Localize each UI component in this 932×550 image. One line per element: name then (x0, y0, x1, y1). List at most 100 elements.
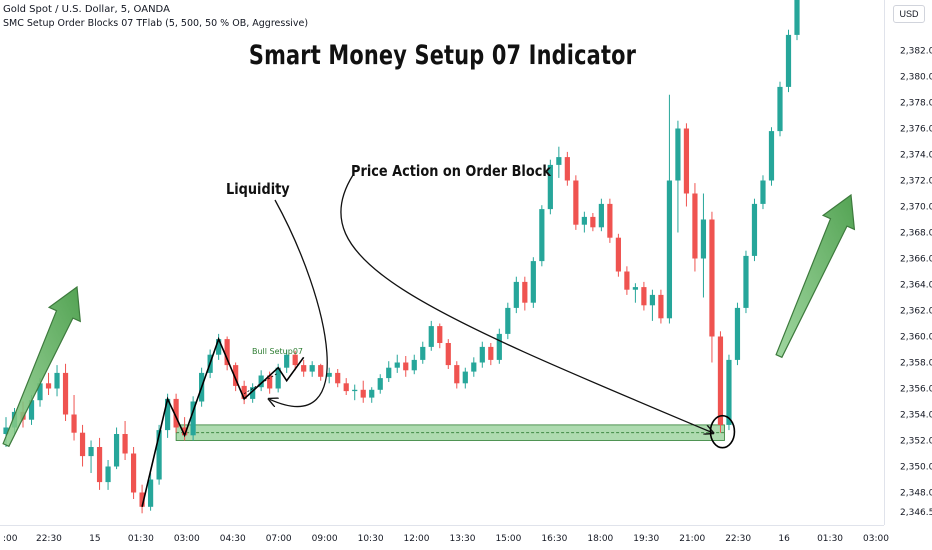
candle (581, 211, 587, 233)
candle (309, 361, 315, 377)
y-tick-label: 2,370.000 (900, 203, 932, 213)
candle (326, 367, 332, 384)
x-tick-label: 03:00 (863, 534, 889, 544)
candle (479, 341, 485, 368)
candle (335, 369, 341, 388)
x-tick-label: 03:00 (174, 534, 200, 544)
candle (62, 363, 69, 421)
candle (428, 320, 434, 351)
symbol-legend[interactable]: Gold Spot / U.S. Dollar, 5, OANDA (3, 4, 170, 15)
bullish-arrow-right (775, 193, 856, 359)
x-tick-label: 13:30 (450, 534, 476, 544)
x-tick-label: 04:30 (220, 534, 246, 544)
liquidity-label: Liquidity (226, 180, 290, 198)
candle (709, 211, 715, 363)
x-tick-label: 01:30 (817, 534, 843, 544)
bull-setup-label: Bull Setup07 (252, 347, 304, 356)
currency-badge[interactable]: USD (893, 5, 925, 23)
candle (615, 233, 621, 277)
y-axis-ticks: 2,346.500 2,348.000 2,350.000 2,352.000 2,35… (900, 47, 932, 519)
candle (505, 302, 511, 340)
y-tick-label: 2,364.000 (900, 281, 932, 291)
candle (488, 343, 494, 366)
x-tick-label: 15 (89, 534, 100, 544)
candle (539, 205, 545, 267)
candle (445, 339, 451, 369)
x-tick-label: 10:30 (358, 534, 384, 544)
x-tick-label: 18:00 (587, 534, 613, 544)
candle (318, 363, 324, 381)
candle (403, 356, 409, 377)
x-tick-label: 22:30 (36, 534, 62, 544)
candle (760, 175, 766, 210)
x-tick-label: 01:30 (128, 534, 154, 544)
candle (683, 123, 690, 207)
candle (564, 151, 570, 186)
x-tick-label: :00 (3, 534, 18, 544)
candle (530, 257, 536, 308)
y-tick-label: 2,372.000 (900, 177, 932, 187)
candle (590, 213, 596, 232)
x-axis-ticks: :00 22:30 15 01:30 03:00 04:30 07:00 09:00 10:30… (3, 534, 889, 544)
candle (113, 427, 120, 470)
candle (437, 323, 443, 349)
candle (573, 175, 579, 230)
candle (496, 328, 502, 364)
candle (624, 266, 630, 295)
x-tick-label: 22:30 (725, 534, 751, 544)
x-tick-label: 21:00 (679, 534, 705, 544)
candle (751, 198, 758, 262)
x-tick-label: 19:30 (633, 534, 659, 544)
candle (147, 473, 154, 511)
y-tick-label: 2,346.500 (900, 508, 932, 518)
candle (692, 183, 698, 272)
candle (250, 383, 256, 403)
candle (547, 159, 553, 215)
candle (45, 372, 52, 395)
candle (224, 336, 230, 371)
candle (258, 370, 264, 392)
candle (794, 0, 800, 41)
candle (522, 276, 528, 311)
indicator-legend[interactable]: SMC Setup Order Blocks 07 TFlab (5, 500,… (3, 18, 309, 29)
y-tick-label: 2,368.000 (900, 229, 932, 239)
candle (513, 276, 519, 314)
candle (420, 341, 426, 364)
y-tick-label: 2,358.000 (900, 359, 932, 369)
candle (301, 359, 307, 377)
y-tick-label: 2,354.000 (900, 411, 932, 421)
candle (190, 396, 196, 441)
candle (394, 354, 400, 373)
candle (649, 289, 656, 321)
y-tick-label: 2,374.000 (900, 151, 932, 161)
chart-title: Smart Money Setup 07 Indicator (248, 40, 637, 71)
candle (785, 29, 792, 93)
bullish-arrow-left (2, 285, 81, 448)
candle (54, 365, 60, 397)
y-tick-label: 2,350.000 (900, 463, 932, 473)
x-tick-label: 16:30 (541, 534, 567, 544)
y-tick-label: 2,376.000 (900, 125, 932, 135)
candle (233, 362, 239, 392)
candle (700, 193, 707, 298)
candle (139, 484, 145, 514)
candle (105, 460, 111, 490)
candle (130, 447, 137, 499)
candle (352, 384, 358, 401)
candle (88, 440, 94, 473)
candle (343, 378, 349, 395)
candle (411, 354, 417, 375)
price-action-label: Price Action on Order Block (351, 162, 551, 180)
y-tick-label: 2,366.000 (900, 255, 932, 265)
candle (386, 361, 392, 382)
structure-zigzag (141, 336, 305, 507)
x-tick-label: 09:00 (312, 534, 338, 544)
candle (462, 367, 468, 389)
y-tick-label: 2,360.000 (900, 333, 932, 343)
candle (122, 421, 128, 460)
candle (96, 437, 103, 490)
setup-dashed-line (243, 372, 279, 395)
candle (658, 289, 664, 324)
candle (641, 281, 647, 311)
